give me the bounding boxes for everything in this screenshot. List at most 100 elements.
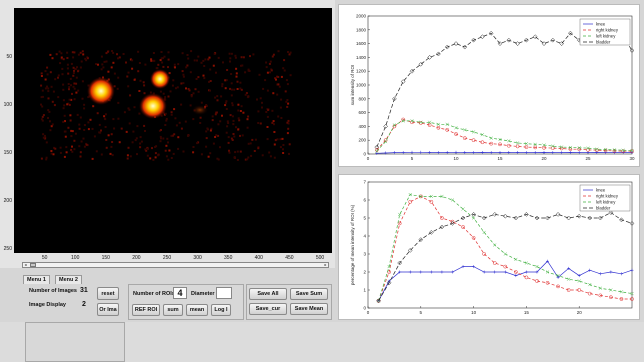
image-x-tick-label: 200 [132,255,141,261]
ref-roi-button[interactable]: REF ROI [132,304,160,316]
noise-pixel [180,103,183,106]
series-line-bladder [378,212,633,301]
data-point [428,150,432,154]
save-sum-button[interactable]: Save Sum [290,288,328,300]
noise-pixel [220,95,223,98]
data-point [429,230,434,235]
noise-pixel [286,121,289,124]
noise-pixel [100,153,103,156]
data-point [392,151,396,155]
tab-menu-2[interactable]: Menu 2 [55,275,82,284]
noise-pixel [139,136,142,139]
data-point [375,149,379,153]
mean-button[interactable]: mean [186,304,208,316]
sum-button[interactable]: sum [163,304,183,316]
data-point [612,148,617,152]
noise-pixel [224,79,227,82]
noise-pixel [237,128,240,131]
data-point [463,128,467,132]
image-viewer[interactable]: 50 100 150 200 250 300 350 400 450 500 50 100 150 200… [0,0,335,268]
data-point [462,136,467,140]
noise-pixel [66,63,69,66]
noise-pixel [97,63,99,66]
noise-pixel [45,141,48,144]
data-point [429,194,434,199]
data-point [524,261,529,265]
noise-pixel [175,87,177,90]
noise-pixel [242,56,245,59]
noise-pixel [238,119,241,122]
noise-pixel [113,85,116,88]
noise-pixel [80,60,83,63]
noise-pixel [120,127,123,130]
noise-pixel [46,73,49,76]
noise-pixel [225,79,228,82]
reset-button[interactable]: reset [97,287,119,300]
noise-pixel [182,82,185,85]
save-all-button[interactable]: Save All [249,288,287,300]
data-point [383,124,388,129]
diameter-field[interactable] [216,287,232,299]
tab-menu-1[interactable]: Menu 1 [23,275,50,284]
noise-pixel [214,96,217,99]
noise-pixel [279,146,282,149]
noise-pixel [159,140,162,143]
image-slider[interactable]: ◂ ▸ [22,262,329,268]
noise-pixel [289,74,292,77]
noise-pixel [73,139,76,142]
noise-pixel [219,146,221,149]
noise-pixel [274,139,277,142]
noise-pixel [226,125,229,128]
slider-right-arrow[interactable]: ▸ [324,262,327,267]
diameter-label: Diameter [191,291,215,297]
save-cur-button[interactable]: Save_cur [249,303,287,315]
data-point [629,221,635,226]
data-point [439,224,445,230]
image-slider-thumb[interactable] [30,263,36,267]
data-point [545,270,550,274]
y-axis-label: percentage of mean intensity of ROI (%) [350,204,355,285]
x-tick-label: 20 [577,310,583,315]
noise-pixel [72,66,75,69]
original-image-button[interactable]: Or Ima [97,303,119,316]
noise-pixel [221,83,224,86]
noise-pixel [138,90,141,92]
noise-pixel [230,137,233,140]
noise-pixel [71,92,73,95]
slider-left-arrow[interactable]: ◂ [24,262,27,267]
data-point [535,270,539,274]
save-mean-button[interactable]: Save Mean [290,303,328,315]
noise-pixel [79,66,82,69]
image-canvas[interactable] [14,8,332,253]
log-i-button[interactable]: Log I [211,304,231,316]
noise-pixel [142,81,145,84]
y-tick-label: 1200 [356,69,367,74]
noise-pixel [125,130,128,133]
data-point [408,270,412,274]
data-point [603,148,608,153]
noise-pixel [267,109,270,111]
data-point [450,270,454,274]
data-point [577,151,581,155]
chart-sum-intensity[interactable]: 0 5 10 15 20 25 30 0 200 400 600 800 1000 1200 1400 160… [338,4,640,167]
num-rois-field[interactable]: 4 [173,287,187,299]
noise-pixel [189,104,192,107]
chart-mean-percentage[interactable]: 0 5 10 15 20 0 1 2 3 4 5 6 7 percentage of mean inten… [338,174,640,320]
noise-pixel [138,112,141,115]
noise-pixel [40,96,43,99]
noise-pixel [225,100,228,103]
noise-pixel [266,115,269,118]
data-point [445,128,450,132]
noise-pixel [83,107,86,110]
noise-pixel [133,78,136,81]
noise-pixel [283,59,286,62]
num-images-label: Number of Images [29,288,77,294]
image-x-tick-label: 500 [316,255,325,261]
spect-image[interactable]: 50 100 150 200 250 300 350 400 450 500 50 100 150 200… [0,0,335,268]
data-point [577,279,581,283]
noise-pixel [47,97,50,100]
noise-pixel [136,125,139,128]
noise-pixel [249,55,251,58]
data-point [450,198,455,202]
